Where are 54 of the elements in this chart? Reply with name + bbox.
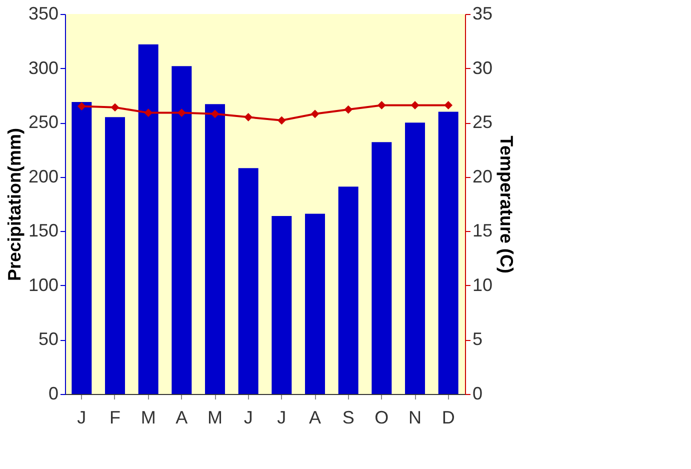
bar (72, 102, 92, 394)
point (344, 105, 353, 114)
point (310, 110, 320, 118)
point (377, 101, 386, 110)
bar (205, 104, 225, 394)
y2-tick-label: 35 (472, 4, 493, 24)
y-tick-label: 250 (28, 112, 58, 132)
y-tick-label: 300 (28, 58, 58, 78)
x-tick-label: O (374, 408, 389, 428)
point (277, 116, 286, 125)
y2-tick-label: 5 (472, 329, 483, 350)
y-tick-label: 200 (28, 166, 58, 186)
bar (105, 117, 125, 394)
x-tick-label: D (442, 408, 455, 428)
bar (405, 122, 425, 394)
x-tick-label: S (342, 408, 354, 428)
bar (438, 112, 458, 394)
y2-axis-title: Temperature (C) (496, 136, 517, 274)
bar (305, 214, 325, 394)
bar (172, 66, 192, 394)
point (144, 108, 153, 117)
y2-tick-label: 25 (472, 112, 493, 132)
point (410, 101, 420, 110)
y-tick-label: 0 (48, 384, 58, 404)
x-tick-label: F (110, 408, 120, 428)
bar (138, 44, 158, 394)
x-tick-label: M (208, 408, 222, 428)
y2-tick-label: 0 (472, 384, 483, 404)
point (244, 112, 253, 122)
y2-tick-label: 20 (472, 166, 493, 186)
y-tick-label: 50 (38, 329, 58, 350)
point (210, 110, 220, 118)
y2-tick-label: 15 (472, 220, 493, 241)
x-tick-label: J (277, 408, 286, 428)
bar (372, 142, 392, 394)
point (444, 101, 453, 110)
y-axis-title: Precipitation(mm) (4, 128, 24, 282)
y-tick-label: 350 (28, 4, 58, 24)
bar (238, 168, 258, 394)
bar (272, 216, 292, 394)
bar (338, 186, 358, 394)
x-tick-label: J (77, 408, 86, 428)
y-tick-label: 150 (28, 220, 58, 241)
x-tick-label: M (140, 408, 156, 428)
x-tick-label: N (408, 408, 422, 428)
y-tick-label: 100 (28, 274, 58, 295)
point (110, 103, 120, 112)
point (177, 108, 186, 117)
point (77, 102, 86, 110)
y2-tick-label: 10 (472, 274, 493, 295)
x-tick-label: A (176, 408, 188, 428)
x-tick-label: J (244, 408, 253, 428)
y2-tick-label: 30 (472, 58, 493, 78)
x-tick-label: A (308, 408, 322, 428)
